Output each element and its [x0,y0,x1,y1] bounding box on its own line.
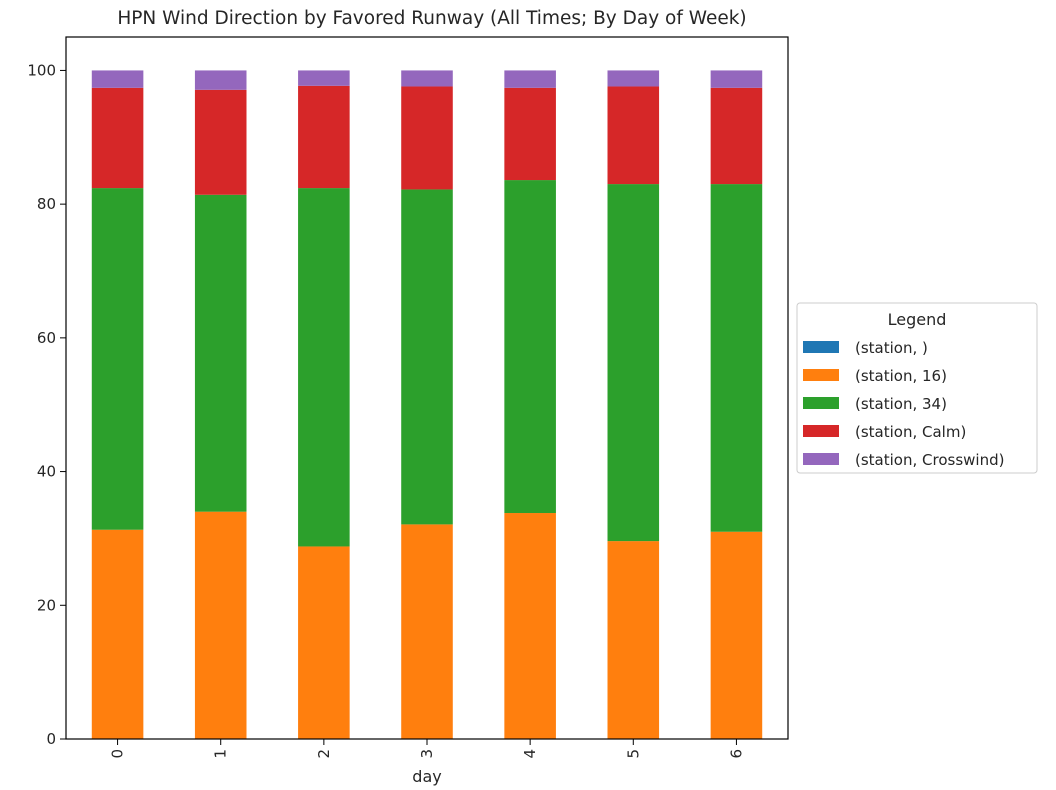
legend-swatch [803,453,839,465]
legend: Legend (station, ) (station, 16) (station,… [796,302,1038,474]
legend-swatch [803,369,839,381]
bar-5-series-3 [607,86,660,185]
x-tick-label: 1 [212,749,230,759]
bar-4-series-4 [504,70,556,88]
x-axis-label: day [412,767,441,786]
x-axis: 0 1 2 3 4 5 6 [109,739,745,759]
bar-3-series-1 [401,524,453,739]
bar-0-series-3 [91,87,144,189]
bar-0-series-1 [91,529,144,739]
bar-2-series-1 [298,546,350,739]
bar-5-series-4 [607,70,660,87]
y-tick-label: 0 [46,730,56,748]
bar-4-series-3 [504,87,556,181]
y-tick-label: 60 [37,329,56,347]
legend-label: (station, 34) [855,395,947,413]
bar-6-series-2 [710,184,763,532]
bar-3-series-2 [401,189,453,525]
x-tick-label: 4 [521,749,539,759]
legend-swatch [803,341,839,353]
bar-6-series-1 [710,531,763,739]
legend-title: Legend [888,310,947,329]
x-tick-label: 6 [727,749,745,759]
y-tick-label: 20 [37,596,56,614]
bar-6-series-3 [710,87,763,185]
y-tick-label: 100 [27,61,56,79]
y-axis: 0 20 40 60 80 100 [27,61,66,748]
y-tick-label: 80 [37,195,56,213]
legend-swatch [803,397,839,409]
bar-1-series-1 [194,511,247,739]
bar-2-series-2 [298,188,350,547]
x-tick-label: 3 [418,749,436,759]
x-tick-label: 2 [315,749,333,759]
bar-3-series-3 [401,86,453,190]
y-tick-label: 40 [37,463,56,481]
bar-4-series-2 [504,180,556,514]
bar-5-series-1 [607,541,660,739]
bar-1-series-4 [194,70,247,90]
bar-3-series-4 [401,70,453,87]
bar-1-series-3 [194,89,247,195]
x-tick-label: 5 [624,749,642,759]
legend-swatch [803,425,839,437]
legend-box [796,302,1038,474]
bar-2-series-3 [298,85,350,189]
bar-2-series-4 [298,70,350,86]
legend-label: (station, Calm) [855,423,966,441]
legend-label: (station, ) [855,339,928,357]
bar-5-series-2 [607,184,660,542]
x-tick-label: 0 [109,749,127,759]
legend-label: (station, 16) [855,367,947,385]
legend-label: (station, Crosswind) [855,451,1004,469]
bar-4-series-1 [504,513,556,739]
bar-6-series-4 [710,70,763,88]
bars-layer [91,70,763,739]
bar-0-series-4 [91,70,144,88]
bar-1-series-2 [194,194,247,512]
bar-0-series-2 [91,188,144,530]
chart-title: HPN Wind Direction by Favored Runway (Al… [117,8,746,29]
